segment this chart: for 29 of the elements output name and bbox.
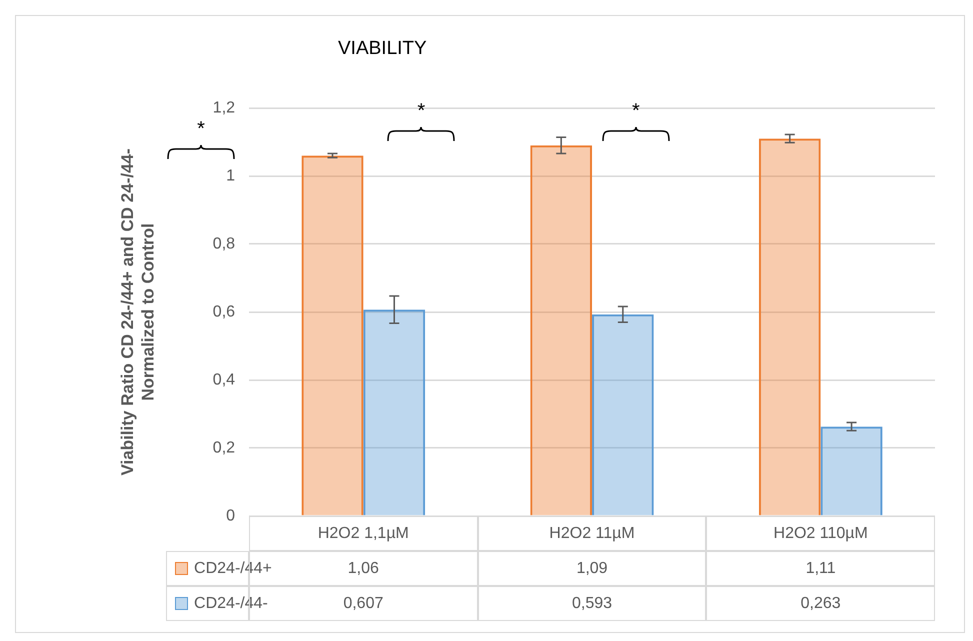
text: * xyxy=(196,118,206,141)
bar xyxy=(302,156,364,516)
y-tick-label: 0,2 xyxy=(212,439,236,456)
bar xyxy=(820,426,882,516)
annotation: * xyxy=(631,100,641,123)
data-label: 0,607 xyxy=(343,594,384,612)
data-label: 1,11 xyxy=(806,560,836,578)
y-tick-label: 0 xyxy=(226,507,236,524)
y-tick-label: 0,4 xyxy=(212,371,236,388)
x-tick-label: H2O2 110µM xyxy=(774,524,868,542)
chart-title: VIABILITY xyxy=(338,38,427,60)
x-tick-label: H2O2 11µM xyxy=(549,524,635,542)
legend-label: CD24-/44- xyxy=(194,594,268,612)
bar xyxy=(530,145,592,516)
data-label: 1,06 xyxy=(348,560,379,578)
bar xyxy=(758,138,821,516)
bar xyxy=(592,314,654,516)
y-tick-label: 1,2 xyxy=(212,99,236,116)
data-label: 1,09 xyxy=(576,560,608,578)
data-label: 0,593 xyxy=(572,594,612,612)
y-axis-title: Viability Ratio CD 24-/44+ and CD 24-/44- Normalized to Control xyxy=(118,148,158,476)
legend-label: CD24-/44+ xyxy=(194,560,272,578)
bar xyxy=(363,310,426,516)
x-tick-label: H2O2 1,1µM xyxy=(318,524,409,542)
y-tick-label: 0,8 xyxy=(212,235,236,252)
y-tick-label: 0,6 xyxy=(212,303,236,320)
annotation: * xyxy=(416,100,426,123)
data-label: 0,263 xyxy=(800,594,841,612)
y-tick-label: 1 xyxy=(226,167,236,184)
